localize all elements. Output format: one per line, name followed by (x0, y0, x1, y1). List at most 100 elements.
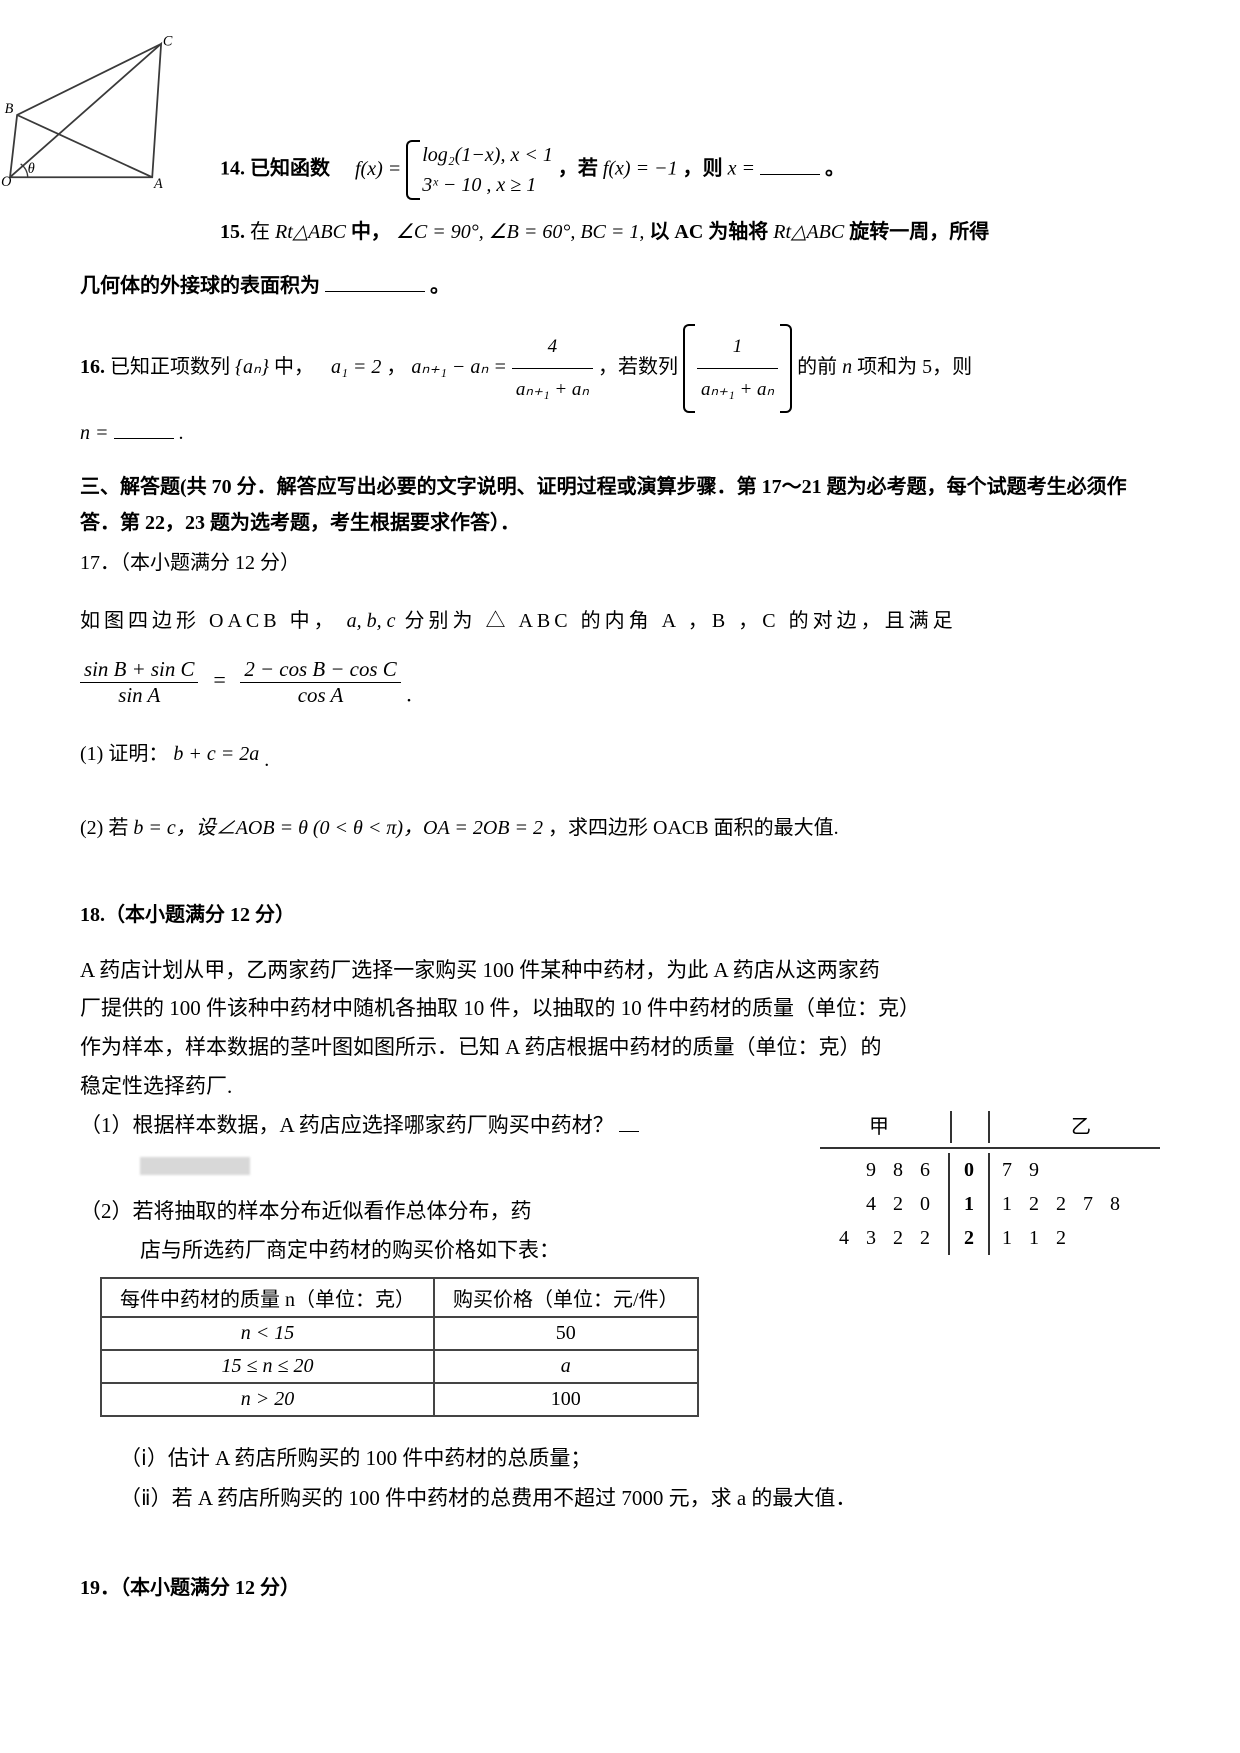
question-15: 15. 在 Rt△ABC 中， ∠C = 90°, ∠B = 60°, BC =… (220, 210, 1160, 254)
q16-rec-den: aₙ₊₁ + aₙ (512, 369, 593, 411)
stem-leaf-plot: 甲 乙 9 8 6 0 7 9 4 2 0 1 1 2 2 7 8 4 3 2 … (820, 1111, 1160, 1255)
sl-row-1: 4 2 0 1 1 2 2 7 8 (820, 1187, 1160, 1221)
q15-blank (325, 272, 425, 292)
q17-rhs-den: cos A (240, 683, 400, 708)
section-3-header: 三、解答题(共 70 分．解答应写出必要的文字说明、证明过程或演算步骤．第 17… (80, 469, 1160, 541)
table-row: 15 ≤ n ≤ 20 a (101, 1350, 698, 1383)
tc-1-0: 15 ≤ n ≤ 20 (101, 1350, 434, 1383)
q15-rt: Rt△ABC (275, 221, 346, 243)
q17-eq: = (212, 667, 227, 692)
q14-prefix: 已知函数 (250, 158, 330, 180)
q18-sub1-text: （1）根据样本数据，A 药店应选择哪家药厂购买中药材？ (80, 1113, 614, 1137)
q18-subii: （ⅱ）若 A 药店所购买的 100 件中药材的总费用不超过 7000 元，求 a… (120, 1479, 1160, 1519)
q16-rec-lhs: aₙ₊₁ − aₙ = (411, 356, 506, 378)
q17-sub1-label: (1) (80, 743, 103, 765)
th-2: 购买价格（单位：元/件） (434, 1278, 698, 1317)
q16-nvar: n (842, 356, 852, 378)
tc-2-0: n > 20 (101, 1383, 434, 1416)
q18-body: A 药店计划从甲，乙两家药厂选择一家购买 100 件某种中药材，为此 A 药店从… (80, 951, 1160, 1270)
q14-blank (760, 155, 820, 175)
q18-sub2a: （2）若将抽取的样本分布近似看作总体分布，药 (80, 1192, 750, 1231)
q17-lhs-num: sin B + sin C (80, 657, 198, 683)
sl-row-2: 4 3 2 2 2 1 1 2 (820, 1221, 1160, 1255)
q16-rec-num: 4 (512, 326, 593, 369)
q18-sub1-blank (619, 1111, 639, 1132)
q15-prefix: 在 (250, 221, 270, 243)
tc-0-0: n < 15 (101, 1317, 434, 1350)
q14-cond: f(x) = −1 (603, 158, 678, 180)
sl-right-2: 1 1 2 (990, 1221, 1072, 1255)
sl-head-mid (950, 1111, 990, 1143)
sl-head-right: 乙 (990, 1111, 1160, 1143)
q14-cases: log₂(1−x), x < 1 3ˣ − 10 , x ≥ 1 (406, 140, 553, 200)
q15-period: 。 (430, 275, 450, 297)
tc-1-1: a (434, 1350, 698, 1383)
diagram-label-theta: θ (28, 161, 35, 177)
q17-period: . (406, 681, 412, 706)
q14-case1: log₂(1−x), x < 1 (422, 140, 553, 170)
q17-sub2: (2) 若 b = c，设∠AOB = θ (0 < θ < π)，OA = 2… (80, 806, 1160, 850)
q17-sub2-text: 若 (108, 817, 128, 839)
q17-sub1-text: 证明： (108, 743, 168, 765)
q17-abc: a, b, c (347, 610, 396, 632)
question-15-cont: 几何体的外接球的表面积为 。 (80, 264, 1160, 308)
sl-stem-0: 0 (950, 1153, 990, 1187)
q15-label: 15. (220, 221, 245, 243)
q14-period: 。 (825, 158, 845, 180)
q16-seq2-num: 1 (697, 326, 778, 369)
q16-label: 16. (80, 356, 105, 378)
q16-neq: n = (80, 422, 109, 444)
q18-redacted (140, 1145, 810, 1184)
q14-mid: ，若 (558, 158, 598, 180)
q16-a1: a₁ = 2 (331, 356, 381, 378)
q15-cond: ∠C = 90°, ∠B = 60°, BC = 1, (396, 221, 644, 243)
q17-body1: 如图四边形 OACB 中， (80, 610, 338, 632)
sl-left-0: 9 8 6 (820, 1153, 950, 1187)
q14-fleft: f(x) = (355, 158, 401, 180)
q15-mid2: 以 (649, 221, 669, 243)
sl-stem-1: 1 (950, 1187, 990, 1221)
q15-rt2: Rt△ABC (773, 221, 844, 243)
diagram-svg: O θ B C A (0, 35, 180, 195)
sl-right-1: 1 2 2 7 8 (990, 1187, 1126, 1221)
table-row: n < 15 50 (101, 1317, 698, 1350)
table-row: n > 20 100 (101, 1383, 698, 1416)
q15-cont-text: 几何体的外接球的表面积为 (80, 275, 320, 297)
sl-head-left: 甲 (820, 1111, 950, 1143)
diagram-label-A: A (153, 176, 163, 192)
diagram-label-C: C (163, 35, 173, 50)
redacted-text (140, 1157, 250, 1175)
q16-period: . (179, 422, 184, 444)
diagram-label-O: O (1, 174, 11, 190)
q17-body: 如图四边形 OACB 中， a, b, c 分别为 △ ABC 的内角 A ，B… (80, 599, 1160, 643)
sl-right-0: 7 9 (990, 1153, 1045, 1187)
q17-sub2-cond: b = c，设∠AOB = θ (0 < θ < π)，OA = 2OB = 2 (133, 817, 543, 839)
question-16: 16. 已知正项数列 {aₙ} 中， a₁ = 2 ， aₙ₊₁ − aₙ = … (80, 326, 1160, 411)
q15-mid: 中， (351, 221, 391, 243)
q16-mid1: 中， (274, 356, 314, 378)
q14-mid2: ，则 (683, 158, 723, 180)
price-table: 每件中药材的质量 n（单位：克） 购买价格（单位：元/件） n < 15 50 … (100, 1277, 699, 1417)
q16-seq2-den: aₙ₊₁ + aₙ (697, 369, 778, 411)
q15-mid3: 为轴将 (708, 221, 768, 243)
q17-sub2-tail: ，求四边形 OACB 面积的最大值. (548, 817, 839, 839)
sl-left-2: 4 3 2 2 (820, 1221, 950, 1255)
q16-blank (114, 419, 174, 439)
q18-sub1: （1）根据样本数据，A 药店应选择哪家药厂购买中药材？ (80, 1106, 750, 1145)
question-14: 14. 已知函数 f(x) = log₂(1−x), x < 1 3ˣ − 10… (220, 140, 1160, 200)
sl-divider (820, 1147, 1160, 1149)
q16-rec-frac: 4 aₙ₊₁ + aₙ (512, 326, 593, 411)
q17-rhs-num: 2 − cos B − cos C (240, 657, 400, 683)
sl-row-0: 9 8 6 0 7 9 (820, 1153, 1160, 1187)
question-16-cont: n = . (80, 419, 1160, 445)
q17-equation: sin B + sin C sin A = 2 − cos B − cos C … (80, 657, 1160, 708)
q17-points: 17．（本小题满分 12 分） (80, 545, 1160, 581)
q14-xeq: x = (728, 158, 755, 180)
q16-prefix: 已知正项数列 (110, 356, 230, 378)
q19-title: 19．（本小题满分 12 分） (80, 1571, 1160, 1600)
sl-left-1: 4 2 0 (820, 1187, 950, 1221)
q16-comma: ， (386, 356, 406, 378)
q14-label: 14. (220, 158, 245, 180)
sl-stem-2: 2 (950, 1221, 990, 1255)
q16-mid4: 项和为 5，则 (857, 356, 972, 378)
